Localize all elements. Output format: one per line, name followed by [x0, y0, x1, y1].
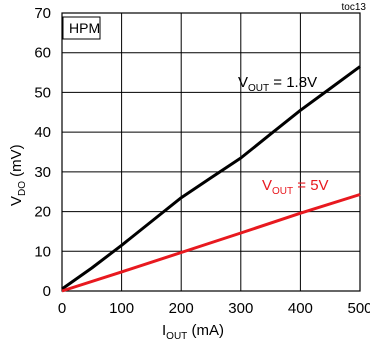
x-axis-label: IOUT (mA): [162, 322, 224, 342]
grid-lines: [61, 12, 361, 292]
plot-frame: [61, 12, 361, 292]
series-label-vout-5v: VOUT = 5V: [262, 177, 329, 197]
series-label-vout-5v-main: V: [262, 177, 272, 194]
y-tick-labels: 0 10 20 30 40 50 60 70: [34, 5, 51, 300]
x-axis-label-main: I: [162, 322, 166, 339]
y-tick-label: 60: [34, 45, 51, 62]
y-tick-label: 10: [34, 243, 51, 260]
series-label-vout-1-8v: VOUT = 1.8V: [238, 74, 317, 94]
x-tick-label: 500: [347, 300, 370, 317]
x-tick-label: 300: [228, 300, 253, 317]
y-tick-label: 70: [34, 5, 51, 22]
y-axis-label-sub: DO: [17, 181, 28, 196]
x-tick-labels: 0 100 200 300 400 500: [58, 300, 370, 317]
series-line-vout-5v: [61, 193, 361, 293]
series-label-vout-5v-sub: OUT: [272, 186, 293, 197]
hpm-label: HPM: [69, 20, 100, 36]
y-tick-label: 0: [43, 283, 51, 300]
y-tick-label: 30: [34, 164, 51, 181]
series-label-vout-1-8v-sub: OUT: [248, 83, 269, 94]
y-axis-label-main: V: [8, 196, 25, 206]
y-tick-label: 20: [34, 204, 51, 221]
y-tick-label: 40: [34, 124, 51, 141]
hpm-box: [62, 16, 101, 40]
x-axis-label-sub: OUT: [166, 331, 187, 342]
x-tick-label: 0: [58, 300, 66, 317]
x-axis-label-unit: (mA): [187, 322, 224, 339]
series-label-vout-1-8v-main: V: [238, 74, 248, 91]
x-tick-label: 400: [288, 300, 313, 317]
y-axis-label-unit: (mV): [8, 144, 25, 181]
series-label-vout-1-8v-rest: = 1.8V: [269, 74, 317, 91]
series-line-vout-1-8v: [61, 65, 361, 291]
figure-id: toc13: [342, 2, 367, 13]
y-tick-label: 50: [34, 84, 51, 101]
series-label-vout-5v-rest: = 5V: [293, 177, 328, 194]
x-tick-label: 100: [109, 300, 134, 317]
series-lines: [61, 65, 361, 293]
x-tick-label: 200: [169, 300, 194, 317]
y-axis-label: VDO (mV): [8, 144, 28, 206]
